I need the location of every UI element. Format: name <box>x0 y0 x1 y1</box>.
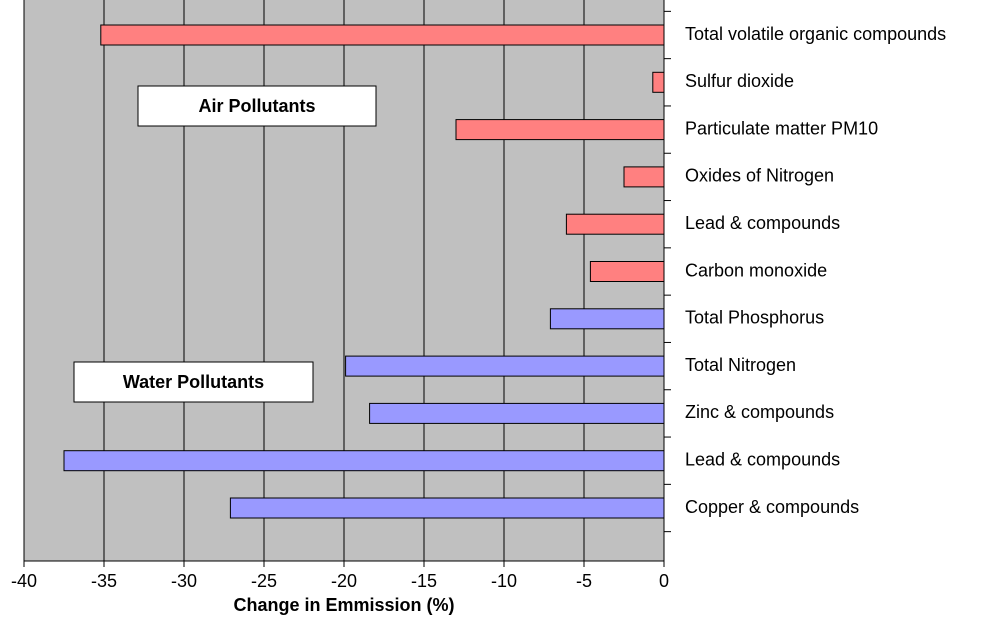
category-label: Total Phosphorus <box>685 308 824 328</box>
x-axis-label: Change in Emmission (%) <box>233 595 454 615</box>
bar <box>589 261 665 282</box>
annotation: Water Pollutants <box>123 372 264 392</box>
category-label: Carbon monoxide <box>685 260 827 280</box>
category-label: Particulate matter PM10 <box>685 118 878 138</box>
bar <box>63 450 665 472</box>
bar <box>100 24 665 46</box>
bar <box>455 119 665 141</box>
x-tick-label: -25 <box>251 571 277 591</box>
bar <box>229 497 665 519</box>
x-tick-label: -40 <box>11 571 37 591</box>
category-label: Lead & compounds <box>685 449 840 469</box>
category-label: Oxides of Nitrogen <box>685 166 834 186</box>
x-tick-label: -30 <box>171 571 197 591</box>
category-label: Copper & compounds <box>685 497 859 517</box>
category-label: Total volatile organic compounds <box>685 24 946 44</box>
x-tick-label: -10 <box>491 571 517 591</box>
x-tick-label: 0 <box>659 571 669 591</box>
annotation: Air Pollutants <box>198 96 315 116</box>
category-label: Sulfur dioxide <box>685 71 794 91</box>
bar <box>652 71 665 93</box>
bar <box>345 355 665 377</box>
bar <box>623 166 665 188</box>
x-tick-label: -15 <box>411 571 437 591</box>
bar <box>369 402 665 424</box>
x-tick-label: -20 <box>331 571 357 591</box>
x-tick-label: -5 <box>576 571 592 591</box>
annotation-box <box>137 85 377 127</box>
category-label: Total Nitrogen <box>685 355 796 375</box>
bar <box>549 308 665 330</box>
category-label: Lead & compounds <box>685 213 840 233</box>
annotation-box <box>73 361 314 403</box>
category-label: Zinc & compounds <box>685 402 834 422</box>
bar <box>565 213 665 235</box>
x-tick-label: -35 <box>91 571 117 591</box>
